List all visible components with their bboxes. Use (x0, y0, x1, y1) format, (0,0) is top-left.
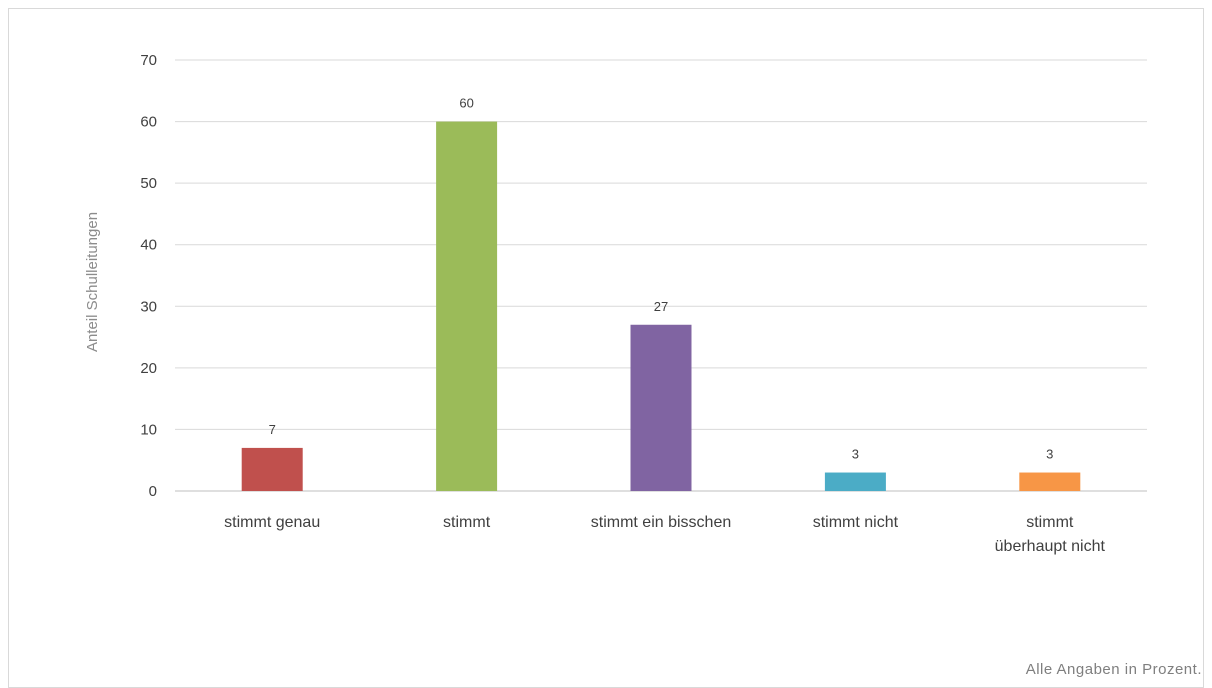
y-tick-label: 70 (140, 52, 157, 69)
grid-lines (175, 59, 1147, 492)
bars (241, 121, 1081, 492)
data-label: 27 (654, 299, 668, 314)
category-label: stimmt (1026, 514, 1074, 531)
footnote: Alle Angaben in Prozent. (1025, 661, 1202, 678)
y-tick-label: 40 (140, 237, 157, 254)
category-label: stimmt (443, 514, 491, 531)
category-labels: stimmt genau stimmt stimmt ein bisschen sti… (224, 514, 1105, 555)
data-label: 60 (459, 96, 473, 111)
data-labels: 7 60 27 3 3 (269, 96, 1054, 462)
data-label: 3 (852, 447, 859, 462)
category-label: stimmt genau (224, 514, 320, 531)
y-tick-label: 10 (140, 421, 157, 438)
bar (630, 324, 692, 491)
category-label: stimmt ein bisschen (591, 514, 732, 531)
bar (1019, 472, 1081, 491)
data-label: 7 (269, 422, 276, 437)
y-tick-label: 20 (140, 360, 157, 377)
y-tick-label: 50 (140, 175, 157, 192)
y-tick-label: 0 (149, 483, 157, 500)
bar (241, 447, 303, 491)
y-tick-label: 60 (140, 114, 157, 131)
data-label: 3 (1046, 447, 1053, 462)
category-label: überhaupt nicht (995, 538, 1106, 555)
y-tick-label: 30 (140, 298, 157, 315)
y-axis-title: Anteil Schulleitungen (84, 212, 101, 352)
bar (436, 121, 498, 492)
y-tick-labels: 0 10 20 30 40 50 60 70 (140, 52, 157, 500)
bar (824, 472, 886, 491)
category-label: stimmt nicht (813, 514, 899, 531)
